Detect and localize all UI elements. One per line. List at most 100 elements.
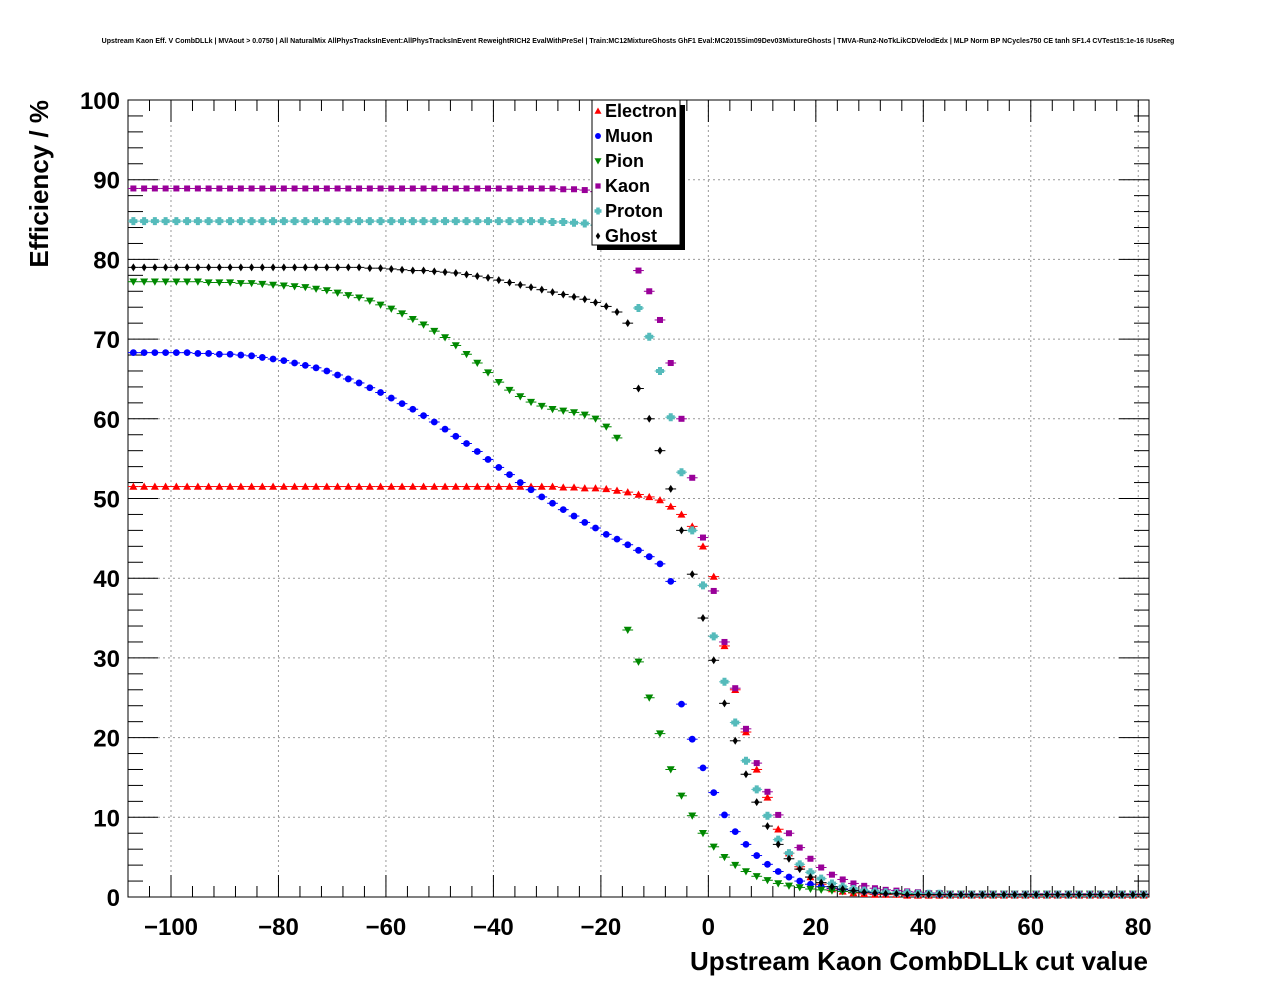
- data-point: [570, 409, 579, 417]
- data-point: [645, 332, 654, 341]
- data-point: [130, 185, 137, 192]
- data-point: [484, 217, 493, 226]
- x-tick-label: 20: [802, 914, 829, 941]
- data-point: [603, 302, 609, 311]
- data-point: [259, 263, 265, 272]
- data-point: [549, 288, 556, 297]
- data-point: [786, 854, 792, 863]
- data-point: [732, 736, 738, 745]
- data-point: [560, 290, 566, 299]
- data-point: [162, 349, 170, 357]
- data-point: [753, 852, 761, 859]
- data-point: [774, 880, 783, 888]
- data-series: [128, 185, 1149, 899]
- data-point: [193, 217, 202, 226]
- data-point: [764, 860, 771, 868]
- data-point: [893, 889, 900, 898]
- data-point: [700, 614, 706, 623]
- data-point: [677, 468, 686, 477]
- data-point: [344, 482, 353, 490]
- data-point: [840, 885, 846, 894]
- data-point: [979, 890, 986, 899]
- data-point: [290, 283, 299, 291]
- data-point: [269, 217, 278, 226]
- data-point: [408, 482, 417, 490]
- data-point: [462, 217, 471, 226]
- data-point: [398, 400, 406, 408]
- data-point: [496, 276, 502, 285]
- data-point: [666, 766, 675, 774]
- data-point: [247, 217, 256, 226]
- data-point: [270, 263, 276, 272]
- data-point: [796, 877, 804, 885]
- data-point: [365, 482, 374, 490]
- data-point: [774, 835, 783, 844]
- data-point: [571, 292, 577, 301]
- data-point: [376, 301, 385, 309]
- data-point: [376, 482, 385, 490]
- data-point: [763, 793, 772, 801]
- data-point: [711, 656, 717, 665]
- data-point: [872, 889, 878, 898]
- data-point: [591, 484, 600, 492]
- data-point: [419, 321, 428, 329]
- data-point: [451, 217, 460, 226]
- data-point: [151, 349, 159, 357]
- data-point: [151, 185, 158, 192]
- data-point: [678, 700, 685, 708]
- data-point: [161, 482, 170, 490]
- data-point: [238, 263, 244, 272]
- data-point: [280, 357, 288, 365]
- data-point: [752, 873, 761, 881]
- data-point: [753, 760, 760, 767]
- data-point: [635, 267, 642, 274]
- data-point: [828, 871, 835, 878]
- data-point: [807, 855, 814, 862]
- data-point: [527, 398, 536, 407]
- data-point: [1033, 890, 1039, 899]
- data-point: [581, 187, 588, 194]
- data-point: [645, 492, 654, 501]
- data-point: [248, 263, 255, 272]
- data-point: [936, 890, 943, 899]
- data-point: [667, 577, 675, 585]
- data-point: [506, 278, 513, 287]
- data-point: [784, 882, 793, 890]
- data-point: [678, 526, 685, 535]
- data-point: [247, 482, 256, 490]
- data-point: [431, 185, 438, 192]
- data-point: [539, 285, 545, 294]
- data-point: [494, 482, 503, 490]
- data-point: [130, 263, 136, 272]
- data-point: [570, 483, 579, 491]
- data-point: [162, 185, 169, 192]
- data-point: [752, 765, 761, 773]
- series-ghost: [128, 263, 1149, 899]
- series-kaon: [128, 185, 1149, 897]
- data-point: [646, 288, 653, 295]
- data-point: [549, 185, 556, 192]
- data-point: [183, 349, 191, 357]
- data-point: [591, 415, 600, 423]
- data-point: [559, 483, 568, 491]
- data-point: [667, 360, 674, 367]
- data-point: [678, 415, 685, 422]
- legend-label: Ghost: [605, 226, 657, 246]
- data-point: [313, 185, 320, 192]
- data-point: [474, 272, 480, 281]
- data-point: [365, 217, 374, 226]
- data-point: [431, 267, 437, 276]
- data-point: [345, 185, 352, 192]
- data-point: [795, 884, 804, 892]
- data-point: [580, 484, 589, 492]
- series-proton: [128, 217, 1149, 899]
- data-point: [473, 217, 482, 226]
- legend-label: Proton: [605, 201, 663, 221]
- data-point: [258, 354, 266, 361]
- data-point: [173, 185, 180, 192]
- data-point: [183, 278, 192, 286]
- data-point: [516, 217, 525, 226]
- series-pion: [128, 278, 1149, 898]
- data-point: [398, 217, 407, 226]
- data-point: [322, 482, 331, 490]
